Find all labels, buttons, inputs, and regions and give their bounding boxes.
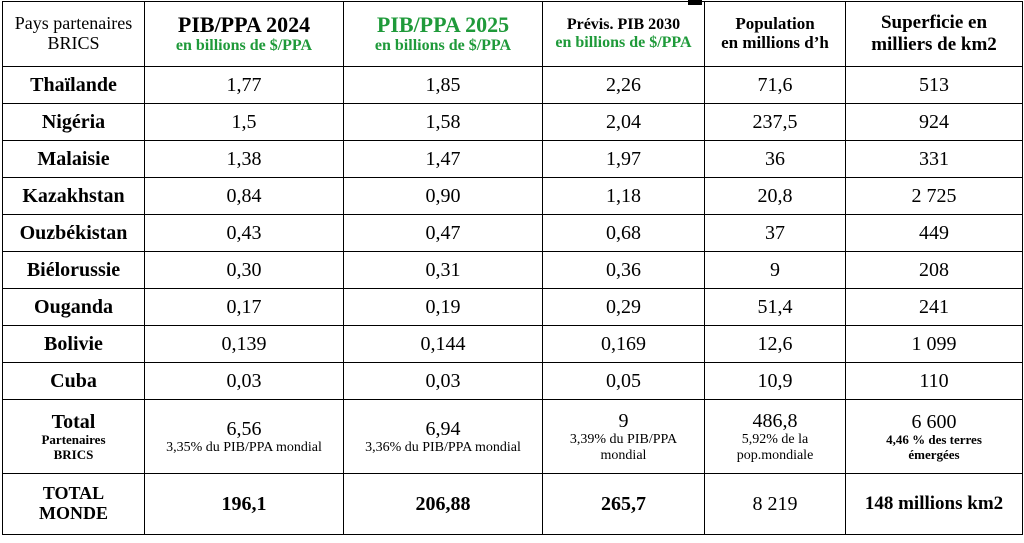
pib-2025-cell: 0,47 bbox=[343, 214, 543, 252]
table-row: Cuba 0,03 0,03 0,05 10,9 110 bbox=[2, 362, 1023, 400]
table-row: Kazakhstan 0,84 0,90 1,18 20,8 2 725 bbox=[2, 177, 1023, 215]
header-population: Population en millions d’h bbox=[704, 1, 846, 67]
pib-2025-cell: 0,144 bbox=[343, 325, 543, 363]
country-name: Nigéria bbox=[2, 103, 145, 141]
superficie-cell: 1 099 bbox=[845, 325, 1023, 363]
header-pib-2025: PIB/PPA 2025 en billions de $/PPA bbox=[343, 1, 543, 67]
pib-2030-cell: 2,26 bbox=[542, 66, 705, 104]
header-pib-2030: Prévis. PIB 2030 en billions de $/PPA bbox=[542, 1, 705, 67]
pib-2030-cell: 0,05 bbox=[542, 362, 705, 400]
table-row: Ouzbékistan 0,43 0,47 0,68 37 449 bbox=[2, 214, 1023, 252]
pib-2030-cell: 0,29 bbox=[542, 288, 705, 326]
pib-2024-cell: 0,17 bbox=[144, 288, 344, 326]
total-superficie: 6 600 4,46 % des terres émergées bbox=[845, 399, 1023, 474]
header-country: Pays partenaires BRICS bbox=[2, 1, 145, 67]
total-label: Total Partenaires BRICS bbox=[2, 399, 145, 474]
pib-2025-cell: 0,31 bbox=[343, 251, 543, 289]
pib-2025-cell: 1,58 bbox=[343, 103, 543, 141]
pib-2025-cell: 0,19 bbox=[343, 288, 543, 326]
header-superficie: Superficie en milliers de km2 bbox=[845, 1, 1023, 67]
population-cell: 12,6 bbox=[704, 325, 846, 363]
header-row: Pays partenaires BRICS PIB/PPA 2024 en b… bbox=[2, 1, 1023, 67]
world-superficie: 148 millions km2 bbox=[845, 473, 1023, 535]
pib-2025-cell: 0,90 bbox=[343, 177, 543, 215]
pib-2024-cell: 0,03 bbox=[144, 362, 344, 400]
country-name: Thaïlande bbox=[2, 66, 145, 104]
pib-2024-cell: 1,77 bbox=[144, 66, 344, 104]
country-name: Ouzbékistan bbox=[2, 214, 145, 252]
superficie-cell: 208 bbox=[845, 251, 1023, 289]
table-row: Malaisie 1,38 1,47 1,97 36 331 bbox=[2, 140, 1023, 178]
pib-2025-cell: 1,85 bbox=[343, 66, 543, 104]
table-row: Bolivie 0,139 0,144 0,169 12,6 1 099 bbox=[2, 325, 1023, 363]
table-row: Biélorussie 0,30 0,31 0,36 9 208 bbox=[2, 251, 1023, 289]
superficie-cell: 2 725 bbox=[845, 177, 1023, 215]
population-cell: 71,6 bbox=[704, 66, 846, 104]
pib-2024-cell: 1,5 bbox=[144, 103, 344, 141]
pib-2030-cell: 0,36 bbox=[542, 251, 705, 289]
pib-2025-cell: 0,03 bbox=[343, 362, 543, 400]
superficie-cell: 449 bbox=[845, 214, 1023, 252]
total-pib-2024: 6,56 3,35% du PIB/PPA mondial bbox=[144, 399, 344, 474]
table-row: Thaïlande 1,77 1,85 2,26 71,6 513 bbox=[2, 66, 1023, 104]
pib-2024-cell: 0,30 bbox=[144, 251, 344, 289]
superficie-cell: 110 bbox=[845, 362, 1023, 400]
table-row: Nigéria 1,5 1,58 2,04 237,5 924 bbox=[2, 103, 1023, 141]
world-label: TOTAL MONDE bbox=[2, 473, 145, 535]
population-cell: 36 bbox=[704, 140, 846, 178]
world-population: 8 219 bbox=[704, 473, 846, 535]
table-row: Ouganda 0,17 0,19 0,29 51,4 241 bbox=[2, 288, 1023, 326]
population-cell: 237,5 bbox=[704, 103, 846, 141]
total-pib-2030: 9 3,39% du PIB/PPA mondial bbox=[542, 399, 705, 474]
pib-2030-cell: 1,18 bbox=[542, 177, 705, 215]
pib-2024-cell: 0,43 bbox=[144, 214, 344, 252]
total-pib-2025: 6,94 3,36% du PIB/PPA mondial bbox=[343, 399, 543, 474]
population-cell: 20,8 bbox=[704, 177, 846, 215]
population-cell: 51,4 bbox=[704, 288, 846, 326]
country-name: Biélorussie bbox=[2, 251, 145, 289]
superficie-cell: 513 bbox=[845, 66, 1023, 104]
country-name: Bolivie bbox=[2, 325, 145, 363]
total-population: 486,8 5,92% de la pop.mondiale bbox=[704, 399, 846, 474]
population-cell: 37 bbox=[704, 214, 846, 252]
country-name: Malaisie bbox=[2, 140, 145, 178]
world-pib-2024: 196,1 bbox=[144, 473, 344, 535]
country-name: Cuba bbox=[2, 362, 145, 400]
total-partners-row: Total Partenaires BRICS 6,56 3,35% du PI… bbox=[2, 399, 1023, 474]
world-pib-2025: 206,88 bbox=[343, 473, 543, 535]
pib-2024-cell: 1,38 bbox=[144, 140, 344, 178]
population-cell: 10,9 bbox=[704, 362, 846, 400]
pib-2030-cell: 2,04 bbox=[542, 103, 705, 141]
pib-2025-cell: 1,47 bbox=[343, 140, 543, 178]
superficie-cell: 241 bbox=[845, 288, 1023, 326]
superficie-cell: 924 bbox=[845, 103, 1023, 141]
world-total-row: TOTAL MONDE 196,1 206,88 265,7 8 219 148… bbox=[2, 473, 1023, 535]
population-cell: 9 bbox=[704, 251, 846, 289]
world-pib-2030: 265,7 bbox=[542, 473, 705, 535]
pib-2024-cell: 0,139 bbox=[144, 325, 344, 363]
pib-2030-cell: 0,68 bbox=[542, 214, 705, 252]
pib-2030-cell: 0,169 bbox=[542, 325, 705, 363]
pib-2024-cell: 0,84 bbox=[144, 177, 344, 215]
country-name: Kazakhstan bbox=[2, 177, 145, 215]
pib-2030-cell: 1,97 bbox=[542, 140, 705, 178]
superficie-cell: 331 bbox=[845, 140, 1023, 178]
country-name: Ouganda bbox=[2, 288, 145, 326]
header-pib-2024: PIB/PPA 2024 en billions de $/PPA bbox=[144, 1, 344, 67]
